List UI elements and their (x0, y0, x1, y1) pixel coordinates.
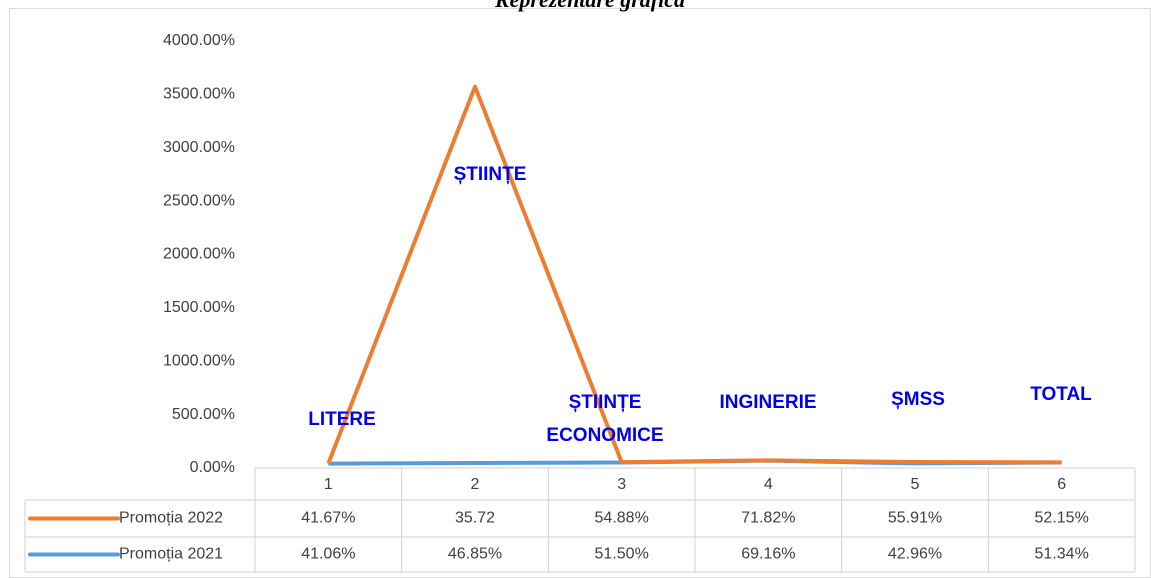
table-value: 46.85% (448, 546, 502, 563)
table-value: 35.72 (455, 510, 495, 527)
series-line (326, 84, 1062, 465)
annotation: TOTAL (1030, 384, 1092, 405)
table-value: 42.96% (888, 546, 942, 563)
y-tick-label: 0.00% (190, 459, 235, 476)
table-value: 41.67% (301, 510, 355, 527)
x-tick-label: 6 (1057, 476, 1066, 493)
table-value: 71.82% (741, 510, 795, 527)
table-value: 54.88% (595, 510, 649, 527)
table-value: 55.91% (888, 510, 942, 527)
x-tick-label: 1 (324, 476, 333, 493)
x-tick-label: 4 (764, 476, 773, 493)
table-value: 41.06% (301, 546, 355, 563)
table-value: 51.50% (595, 546, 649, 563)
annotation: LITERE (308, 409, 376, 430)
y-tick-label: 3500.00% (163, 86, 235, 103)
x-tick-label: 2 (471, 476, 480, 493)
y-tick-label: 4000.00% (163, 32, 235, 49)
annotation: ȘTIINȚE (569, 392, 642, 413)
annotation: ȘTIINȚE (454, 164, 527, 185)
y-tick-label: 1000.00% (163, 352, 235, 369)
y-tick-label: 2500.00% (163, 192, 235, 209)
chart-title: Reprezentare grafica (494, 0, 685, 12)
x-tick-label: 5 (911, 476, 920, 493)
annotation: ȘMSS (891, 389, 945, 410)
y-tick-label: 500.00% (172, 406, 235, 423)
x-tick-label: 3 (617, 476, 626, 493)
y-tick-label: 3000.00% (163, 139, 235, 156)
table-value: 52.15% (1035, 510, 1089, 527)
y-tick-label: 1500.00% (163, 299, 235, 316)
annotation: INGINERIE (719, 392, 816, 413)
y-tick-label: 2000.00% (163, 246, 235, 263)
annotation: ECONOMICE (546, 425, 663, 446)
table-value: 69.16% (741, 546, 795, 563)
legend-label: Promoția 2022 (119, 510, 223, 527)
legend-label: Promoția 2021 (119, 546, 223, 563)
table-value: 51.34% (1035, 546, 1089, 563)
